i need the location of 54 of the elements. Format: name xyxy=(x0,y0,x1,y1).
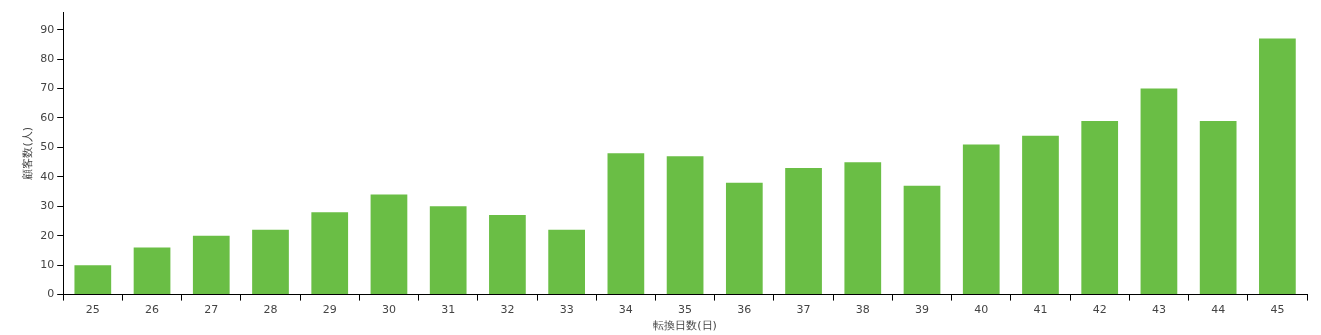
y-tick-label: 90 xyxy=(40,22,55,36)
bar xyxy=(74,265,112,295)
x-tick-label: 43 xyxy=(1151,303,1166,317)
bar xyxy=(192,235,230,295)
x-tick-label: 36 xyxy=(737,303,752,317)
bar xyxy=(903,185,941,295)
y-tick-label: 30 xyxy=(40,199,55,213)
x-tick-label: 44 xyxy=(1211,303,1226,317)
x-tick-label: 33 xyxy=(559,303,574,317)
bar xyxy=(370,194,408,295)
bar xyxy=(785,168,822,295)
x-tick-label: 28 xyxy=(263,303,278,317)
y-axis-title: 顧客数(人) xyxy=(21,127,35,180)
x-tick-label: 40 xyxy=(974,303,989,317)
y-tick-label: 50 xyxy=(40,140,55,154)
bar xyxy=(489,215,526,295)
x-tick-label: 32 xyxy=(500,303,515,317)
x-tick-label: 25 xyxy=(85,303,100,317)
x-tick-label: 30 xyxy=(381,303,396,317)
x-tick-label: 45 xyxy=(1270,303,1285,317)
x-tick-label: 41 xyxy=(1033,303,1048,317)
y-tick-label: 70 xyxy=(40,81,55,95)
bar xyxy=(962,144,1000,295)
bar xyxy=(666,156,704,295)
bar xyxy=(133,247,171,295)
bar xyxy=(607,153,645,295)
x-tick-label: 27 xyxy=(204,303,219,317)
x-tick-label: 42 xyxy=(1092,303,1107,317)
bar xyxy=(429,206,467,295)
bar xyxy=(252,229,289,295)
x-tick-label: 35 xyxy=(678,303,693,317)
x-axis-title: 転換日数(日) xyxy=(653,319,717,333)
x-tick-label: 38 xyxy=(855,303,870,317)
x-tick-label: 31 xyxy=(441,303,456,317)
bar xyxy=(1022,135,1059,295)
bar xyxy=(311,212,349,295)
bar xyxy=(844,162,882,295)
x-tick-label: 26 xyxy=(145,303,160,317)
x-tick-label: 37 xyxy=(796,303,811,317)
bar xyxy=(1199,120,1237,295)
y-tick-label: 10 xyxy=(40,258,55,272)
y-tick-label: 80 xyxy=(40,51,55,65)
bar xyxy=(1081,120,1119,295)
bar xyxy=(548,229,585,295)
y-tick-label: 60 xyxy=(40,110,55,124)
bar xyxy=(725,182,763,295)
x-tick-label: 39 xyxy=(915,303,930,317)
y-tick-label: 0 xyxy=(47,287,55,301)
x-tick-label: 29 xyxy=(322,303,337,317)
bar xyxy=(1259,38,1296,295)
x-tick-label: 34 xyxy=(618,303,633,317)
y-tick-label: 20 xyxy=(40,228,55,242)
y-tick-label: 40 xyxy=(40,169,55,183)
bar xyxy=(1140,88,1178,295)
